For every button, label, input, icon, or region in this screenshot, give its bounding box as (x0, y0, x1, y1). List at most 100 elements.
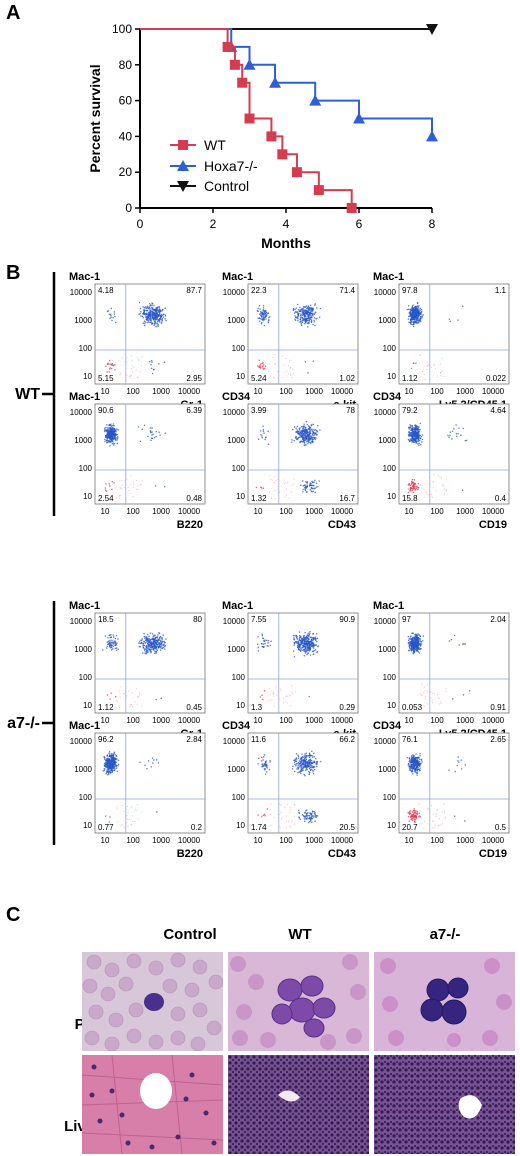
legend-marker-hoxa7 (177, 160, 189, 171)
flow-plot-frame (247, 283, 359, 385)
x-tick-label: 10000 (178, 716, 201, 725)
quadrant-ll-value: 5.15 (98, 374, 114, 383)
quadrant-ul-value: 18.5 (98, 615, 114, 624)
scatter-points (256, 303, 322, 380)
quadrant-lr-value: 2.95 (186, 374, 202, 383)
scatter-points (102, 751, 160, 829)
quadrant-ul-value: 3.99 (251, 406, 267, 415)
x-tick-label: 10000 (331, 507, 354, 516)
y-tick-label: 1000 (74, 765, 92, 774)
panel-label-a: A (6, 2, 21, 24)
flow-x-axis-label: CD19 (479, 519, 507, 531)
x-tick-label: 10000 (482, 387, 505, 396)
flow-y-axis-label: Mac-1 (69, 391, 100, 403)
quadrant-ur-value: 2.84 (186, 735, 202, 744)
flow-y-axis-label: Mac-1 (373, 600, 404, 612)
micrograph-wt-pb (228, 952, 369, 1051)
x-tick-label: 1000 (305, 836, 323, 845)
micrograph-wt-liver (228, 1055, 369, 1154)
quadrant-ll-value: 0.053 (402, 703, 423, 712)
micrograph-control-pb (82, 952, 223, 1051)
flow-y-axis-label: CD34 (373, 720, 402, 732)
data-point-wt (277, 149, 288, 160)
x-tick-label: 100 (126, 387, 140, 396)
y-tick-label: 1000 (227, 645, 245, 654)
y-tick-label: 80 (119, 58, 133, 72)
y-tick-label: 1000 (227, 765, 245, 774)
flow-y-axis-label: CD34 (222, 720, 251, 732)
x-tick-label: 100 (126, 716, 140, 725)
x-tick-label: 10 (405, 387, 414, 396)
scatter-points (407, 422, 468, 500)
quadrant-ul-value: 97 (402, 615, 411, 624)
y-tick-label: 100 (383, 464, 397, 473)
quadrant-ul-value: 90.6 (98, 406, 114, 415)
y-tick-label: 10000 (374, 737, 397, 746)
x-tick-label: 10 (254, 387, 263, 396)
micrograph-a7-pb (374, 952, 515, 1051)
scatter-points (257, 750, 322, 829)
quadrant-ur-value: 78 (346, 406, 355, 415)
x-tick-label: 100 (126, 507, 140, 516)
y-tick-label: 10 (236, 701, 245, 710)
y-tick-label: 100 (79, 344, 93, 353)
x-tick-label: 100 (279, 716, 293, 725)
y-tick-label: 10000 (70, 617, 93, 626)
y-tick-label: 100 (232, 793, 246, 802)
x-tick-label: 10 (254, 507, 263, 516)
x-axis-label: Months (261, 235, 311, 251)
flow-x-axis-label: B220 (177, 519, 203, 531)
y-tick-label: 60 (119, 94, 133, 108)
quadrant-ur-value: 6.39 (186, 406, 202, 415)
data-point-wt (313, 185, 324, 196)
y-tick-label: 1000 (378, 436, 396, 445)
y-tick-label: 1000 (227, 316, 245, 325)
y-tick-label: 10000 (374, 617, 397, 626)
x-tick-label: 100 (430, 836, 444, 845)
x-tick-label: 2 (210, 217, 217, 231)
quadrant-lr-value: 0.022 (486, 374, 507, 383)
y-tick-label: 10 (83, 492, 92, 501)
y-tick-label: 20 (119, 165, 133, 179)
x-tick-label: 100 (430, 507, 444, 516)
quadrant-ur-value: 87.7 (186, 286, 202, 295)
quadrant-ll-value: 1.12 (98, 703, 114, 712)
x-tick-label: 10000 (482, 836, 505, 845)
scatter-points (406, 753, 466, 829)
y-tick-label: 10000 (70, 408, 93, 417)
data-point-wt (346, 203, 357, 213)
scatter-points (103, 423, 167, 499)
y-tick-label: 100 (383, 344, 397, 353)
x-tick-label: 10 (101, 387, 110, 396)
quadrant-ur-value: 90.9 (339, 615, 355, 624)
y-tick-label: 10 (83, 821, 92, 830)
quadrant-lr-value: 0.4 (495, 494, 507, 503)
quadrant-ur-value: 71.4 (339, 286, 355, 295)
x-tick-label: 10000 (178, 387, 201, 396)
quadrant-ll-value: 0.77 (98, 823, 114, 832)
quadrant-ul-value: 22.3 (251, 286, 267, 295)
flow-y-axis-label: CD34 (222, 391, 251, 403)
y-tick-label: 1000 (378, 316, 396, 325)
y-tick-label: 1000 (74, 645, 92, 654)
x-tick-label: 1000 (305, 507, 323, 516)
legend-marker-wt (178, 140, 188, 150)
y-tick-label: 100 (383, 793, 397, 802)
x-tick-label: 10 (254, 716, 263, 725)
flow-plot-frame (94, 732, 206, 834)
flow-x-axis-label: CD19 (479, 848, 507, 860)
y-tick-label: 10 (236, 492, 245, 501)
y-tick-label: 10 (387, 701, 396, 710)
x-tick-label: 10000 (482, 716, 505, 725)
group-label: WT (15, 386, 40, 403)
data-point-wt (222, 41, 233, 52)
quadrant-ul-value: 76.1 (402, 735, 418, 744)
quadrant-ll-value: 2.54 (98, 494, 114, 503)
quadrant-ll-value: 1.74 (251, 823, 267, 832)
y-tick-label: 1000 (227, 436, 245, 445)
quadrant-ll-value: 5.24 (251, 374, 267, 383)
quadrant-lr-value: 16.7 (339, 494, 355, 503)
quadrant-ur-value: 80 (193, 615, 202, 624)
y-tick-label: 100 (79, 464, 93, 473)
